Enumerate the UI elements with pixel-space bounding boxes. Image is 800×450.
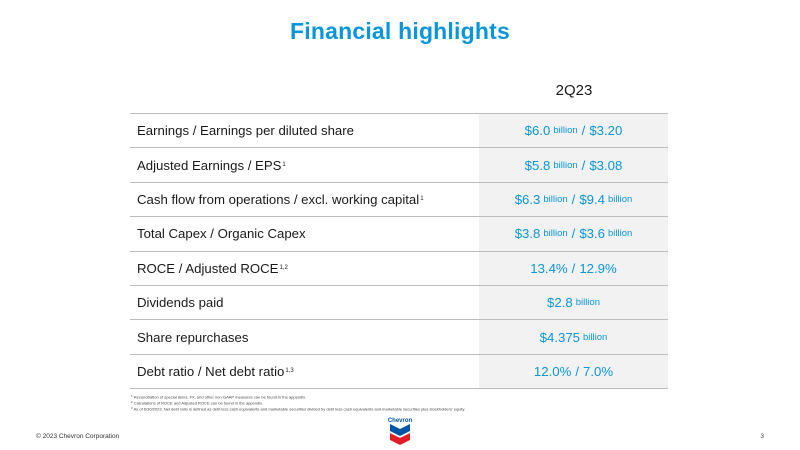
footnote-marker: 1: [282, 162, 286, 169]
row-label: ROCE / Adjusted ROCE 1,2: [137, 260, 288, 276]
footnote: 2 Calculations of ROCE and Adjusted ROCE…: [131, 399, 264, 406]
table-row: Share repurchases $4.375 billion: [130, 320, 668, 355]
row-label: Share repurchases: [137, 329, 249, 345]
chevron-logo: Chevron: [388, 418, 413, 445]
value-primary: $2.8: [547, 295, 573, 311]
period-header: 2Q23: [555, 82, 593, 99]
page-title: Financial highlights: [290, 18, 510, 44]
table-row: Adjusted Earnings / EPS 1 $5.8 billion / $3.…: [130, 148, 668, 183]
table-row: Earnings / Earnings per diluted share $6…: [130, 114, 668, 149]
value-unit: billion: [543, 228, 568, 240]
value-primary: $3.8: [514, 226, 541, 242]
value-primary: $4.375: [539, 329, 581, 345]
row-label: Cash flow from operations / excl. workin…: [137, 191, 424, 207]
row-value: $6.3 billion / $9.4 billion: [479, 182, 668, 217]
row-label: Dividends paid: [137, 295, 224, 311]
value-unit: billion: [608, 228, 633, 240]
value-unit: billion: [583, 331, 608, 343]
value-unit: billion: [553, 125, 578, 137]
value-unit: billion: [553, 159, 578, 171]
footnote-marker: 1,2: [279, 265, 288, 272]
value-primary: $5.8: [524, 157, 551, 173]
value-secondary: $3.6: [579, 226, 605, 242]
footnote-marker: 1,3: [285, 368, 294, 375]
table-row: Debt ratio / Net debt ratio 1,3 12.0%/7.0…: [130, 354, 668, 390]
copyright: © 2023 Chevron Corporation: [36, 433, 120, 440]
value-unit: billion: [543, 193, 568, 205]
footnote: 3 As of 6/30/2023. Net debt ratio is def…: [131, 405, 466, 412]
row-label: Adjusted Earnings / EPS 1: [137, 157, 286, 173]
row-value: $4.375 billion: [479, 320, 668, 354]
row-value: 12.0%/7.0%: [479, 354, 668, 389]
value-secondary: $9.4: [579, 191, 605, 207]
row-value: $6.0 billion / $3.20: [479, 114, 668, 148]
table-row: ROCE / Adjusted ROCE 1,2 13.4%/12.9%: [130, 251, 668, 286]
row-value: $3.8 billion / $3.6 billion: [479, 217, 668, 251]
value-primary: 12.0%: [533, 363, 572, 379]
value-secondary: $3.20: [589, 123, 623, 139]
value-secondary: $3.08: [589, 157, 623, 173]
value-secondary: 12.9%: [579, 260, 617, 276]
footnotes: 1 Reconciliation of special items, FX, a…: [131, 394, 691, 411]
row-label: Total Capex / Organic Capex: [137, 226, 306, 242]
value-unit: billion: [575, 297, 600, 309]
row-value: $2.8 billion: [479, 285, 668, 320]
footnote: 1 Reconciliation of special items, FX, a…: [131, 394, 307, 400]
value-unit: billion: [608, 193, 633, 205]
value-primary: 13.4%: [530, 260, 568, 276]
footnote-marker: 1: [420, 196, 424, 203]
value-secondary: 7.0%: [583, 363, 614, 379]
table-row: Cash flow from operations / excl. workin…: [130, 182, 668, 218]
row-label: Earnings / Earnings per diluted share: [137, 123, 354, 139]
row-label: Debt ratio / Net debt ratio 1,3: [137, 363, 294, 379]
logo-wordmark: Chevron: [388, 418, 413, 424]
row-value: $5.8 billion / $3.08: [479, 148, 668, 182]
row-value: 13.4%/12.9%: [479, 251, 668, 285]
page-number: 3: [760, 433, 764, 440]
table-row: Dividends paid $2.8 billion: [130, 285, 668, 321]
value-primary: $6.0: [524, 123, 551, 139]
value-primary: $6.3: [514, 191, 541, 207]
table-row: Total Capex / Organic Capex $3.8 billion /…: [130, 217, 668, 252]
highlights-table: Earnings / Earnings per diluted share $6…: [130, 113, 668, 390]
